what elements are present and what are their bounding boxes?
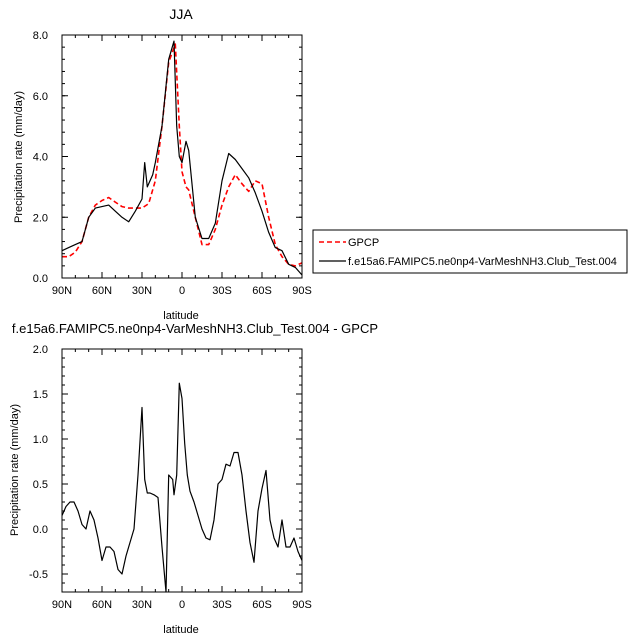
plot-frame [61, 34, 303, 279]
x-tick-label: 90N [52, 599, 72, 611]
x-tick-label: 30N [132, 599, 152, 611]
series-line-difference [61, 382, 303, 593]
series-layer [61, 382, 303, 593]
x-tick-label: 60N [92, 285, 112, 297]
y-tick-label: 1.0 [33, 434, 48, 446]
y-tick-label: 0.5 [33, 479, 48, 491]
y-tick-label: 2.0 [33, 344, 48, 356]
y-tick-label: 0.0 [33, 524, 48, 536]
x-tick-label: 60S [252, 285, 272, 297]
y-axis-label: Precipitation rate (mm/day) [13, 91, 25, 223]
series-line-f-e15a6-famipc5-ne0np4-varmeshnh3-club-test-004 [61, 40, 303, 276]
panel-bottom-chart: f.e15a6.FAMIPC5.ne0np4-VarMeshNH3.Club_T… [9, 321, 378, 636]
x-tick-label: 90S [292, 285, 312, 297]
x-tick-label: 60N [92, 599, 112, 611]
legend: GPCP f.e15a6.FAMIPC5.ne0np4-VarMeshNH3.C… [312, 229, 628, 274]
y-tick-label: 6.0 [33, 91, 48, 103]
legend-box [312, 229, 628, 274]
legend-label-gpcp: GPCP [348, 237, 379, 249]
x-tick-label: 60S [252, 599, 272, 611]
axis-ticks: 90N 60N 30N 0 30S 60S 90S 0.0 2.0 4.0 6.0 8.0 [33, 30, 312, 297]
chart-title: f.e15a6.FAMIPC5.ne0np4-VarMeshNH3.Club_T… [12, 321, 378, 336]
x-axis-label: latitude [163, 624, 198, 636]
x-tick-label: 0 [179, 285, 185, 297]
x-tick-label: 90S [292, 599, 312, 611]
series-layer [61, 40, 303, 276]
x-axis-label: latitude [163, 310, 198, 322]
x-tick-label: 0 [179, 599, 185, 611]
x-tick-label: 30S [212, 599, 232, 611]
y-tick-label: -0.5 [29, 569, 48, 581]
y-tick-label: 2.0 [33, 212, 48, 224]
x-tick-label: 30S [212, 285, 232, 297]
y-tick-label: 0.0 [33, 273, 48, 285]
panel-top-chart: JJA Precipitation rate (mm/day) latitude… [13, 6, 312, 322]
y-axis-label: Precipitation rate (mm/day) [9, 404, 21, 536]
chart-title: JJA [169, 6, 193, 22]
x-tick-label: 90N [52, 285, 72, 297]
y-tick-label: 1.5 [33, 389, 48, 401]
series-line-gpcp [62, 43, 303, 267]
x-tick-label: 30N [132, 285, 152, 297]
y-tick-label: 8.0 [33, 30, 48, 42]
y-tick-label: 4.0 [33, 152, 48, 164]
plot-frame [61, 348, 303, 593]
legend-label-model: f.e15a6.FAMIPC5.ne0np4-VarMeshNH3.Club_T… [348, 256, 617, 268]
